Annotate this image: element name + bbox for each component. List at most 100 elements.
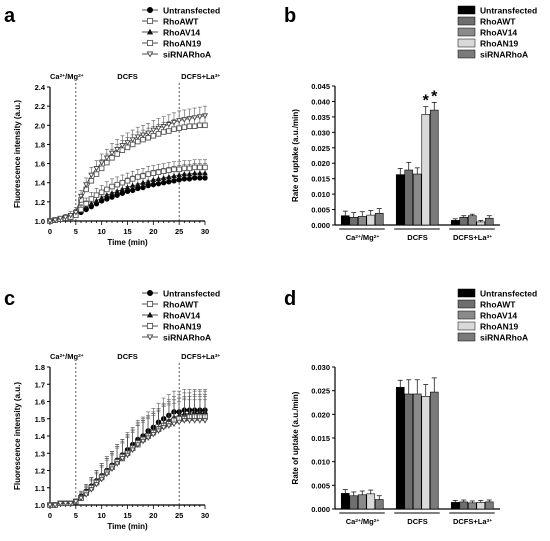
data-point xyxy=(98,189,105,196)
legend-label: RhoAN19 xyxy=(480,322,519,332)
data-point xyxy=(145,178,151,184)
bar xyxy=(357,494,367,510)
data-point xyxy=(119,190,126,196)
phase-label-part: /Mg xyxy=(65,72,78,81)
panel-label: a xyxy=(4,5,16,27)
data-point xyxy=(104,196,110,202)
x-tick-label: 5 xyxy=(74,227,78,236)
legend-label: siRNARhoA xyxy=(163,333,211,343)
data-point xyxy=(62,214,69,221)
series-line xyxy=(50,414,205,506)
data-point xyxy=(124,452,131,459)
data-point xyxy=(114,181,120,188)
data-point xyxy=(191,115,198,121)
data-point xyxy=(93,197,100,204)
legend-label: RhoAV14 xyxy=(163,311,200,321)
x-tick-label: 30 xyxy=(201,511,209,520)
line-chart-c: c 1.0 1.1 1.2 1.3 1.4 1.5 1.6 1.7 1.8 0 5 10 15 20 25 30… xyxy=(4,288,220,531)
legend-label: RhoAV14 xyxy=(163,28,200,38)
legend-swatch xyxy=(457,49,476,59)
data-point xyxy=(139,438,147,445)
y-axis-label: Fluorescence intensity (a.u.) xyxy=(13,382,22,490)
legend-label: Untransfected xyxy=(480,289,537,299)
data-point xyxy=(160,180,167,186)
data-point xyxy=(155,125,162,132)
data-point xyxy=(109,190,115,196)
y-tick-label: 0.005 xyxy=(311,206,330,215)
y-tick-label: 0.035 xyxy=(311,113,330,122)
data-point xyxy=(191,170,198,176)
y-tick-label: 0.025 xyxy=(311,387,330,396)
data-point xyxy=(166,174,172,180)
data-point xyxy=(135,181,141,187)
legend-label: RhoAWT xyxy=(163,17,199,27)
data-point xyxy=(146,51,154,58)
y-tick-label: 0.015 xyxy=(311,175,330,184)
bar xyxy=(349,495,359,510)
x-tick-label: 20 xyxy=(149,511,157,520)
data-point xyxy=(197,175,203,181)
category-label-sup: 2+ xyxy=(355,234,361,240)
data-point xyxy=(98,195,105,201)
y-tick-label: 0.025 xyxy=(311,144,330,153)
legend-swatch xyxy=(457,332,476,342)
data-point xyxy=(176,118,183,124)
data-point xyxy=(181,171,188,177)
data-point xyxy=(155,175,162,182)
series-siRNARhoA xyxy=(46,105,209,225)
data-point xyxy=(186,418,193,424)
category-label-sup: 3+ xyxy=(487,234,493,240)
data-point xyxy=(119,456,126,462)
data-point xyxy=(88,196,95,202)
data-point xyxy=(129,176,136,182)
bar xyxy=(476,221,486,226)
data-point xyxy=(109,183,115,190)
y-axis-label: Rate of uptake (a.u./min) xyxy=(291,109,300,202)
y-tick-label: 1.0 xyxy=(35,501,45,510)
data-point xyxy=(146,7,153,13)
data-point xyxy=(196,418,203,424)
data-point xyxy=(165,423,172,429)
data-point xyxy=(93,171,100,177)
category-label-part: DCFS xyxy=(407,517,427,526)
line-chart-a: a 1.0 1.2 1.4 1.6 1.8 2.0 2.2 2.4 0 5 10 15 20 25 30 Tim… xyxy=(4,5,220,247)
data-point xyxy=(166,128,172,134)
bar xyxy=(366,493,376,510)
data-point xyxy=(160,129,167,135)
x-tick-label: 15 xyxy=(123,511,131,520)
phase-label-part: /Mg xyxy=(65,352,78,361)
data-point xyxy=(129,137,136,143)
data-point xyxy=(129,187,136,194)
data-point xyxy=(181,418,188,424)
legend-label: RhoAN19 xyxy=(163,322,202,332)
phase-label-part: DCFS xyxy=(117,352,137,361)
series-siRNARhoA xyxy=(46,399,209,509)
y-axis-label: Rate of uptake (a.u./min) xyxy=(291,391,300,484)
data-point xyxy=(176,166,182,173)
category-label-part: /Mg xyxy=(361,233,374,242)
phase-label-sup: 2+ xyxy=(78,353,84,359)
legend-swatch xyxy=(457,310,476,320)
category-label-sup: 2+ xyxy=(374,518,380,524)
data-point xyxy=(155,169,162,175)
legend-label: siRNARhoA xyxy=(480,333,528,343)
data-point xyxy=(114,146,121,153)
bar xyxy=(467,502,477,510)
data-point xyxy=(186,123,193,129)
data-point xyxy=(150,176,157,182)
data-point xyxy=(108,466,116,473)
data-point xyxy=(88,178,95,184)
data-point xyxy=(155,131,162,137)
legend-label: RhoAWT xyxy=(480,300,516,310)
bar xyxy=(450,502,460,510)
bar xyxy=(374,499,384,510)
data-point xyxy=(135,185,141,192)
phase-label-sup: 2+ xyxy=(78,73,84,79)
data-point xyxy=(146,289,153,296)
legend: UntransfectedRhoAWTRhoAV14RhoAN19siRNARh… xyxy=(457,289,537,343)
data-point xyxy=(57,215,64,222)
data-point xyxy=(166,179,172,185)
data-point xyxy=(83,182,90,188)
data-point xyxy=(124,178,131,184)
